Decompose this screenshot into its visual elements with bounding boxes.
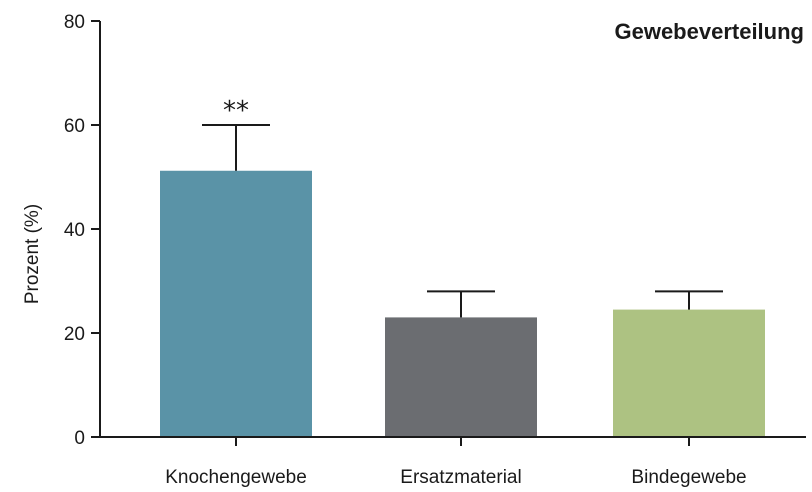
x-tick-label: Bindegewebe [631, 467, 746, 488]
y-tick-label: 40 [64, 220, 85, 241]
y-tick-label: 20 [64, 324, 85, 345]
significance-annotation: ** [223, 96, 249, 126]
chart-title: Gewebeverteilung [614, 19, 804, 44]
bar-bindegewebe [613, 309, 765, 437]
y-tick-label: 80 [64, 12, 85, 33]
bar-ersatzmaterial [385, 317, 537, 437]
plot-area: Knochengewebe Ersatzmaterial Bindegewebe **… [64, 12, 806, 488]
y-tick-label: 60 [64, 116, 85, 137]
bar-knochengewebe [160, 170, 312, 437]
y-tick-label: 0 [74, 428, 85, 449]
y-axis-title: Prozent (%) [22, 204, 43, 304]
x-tick-label: Ersatzmaterial [400, 467, 521, 488]
x-tick-label: Knochengewebe [165, 467, 307, 488]
